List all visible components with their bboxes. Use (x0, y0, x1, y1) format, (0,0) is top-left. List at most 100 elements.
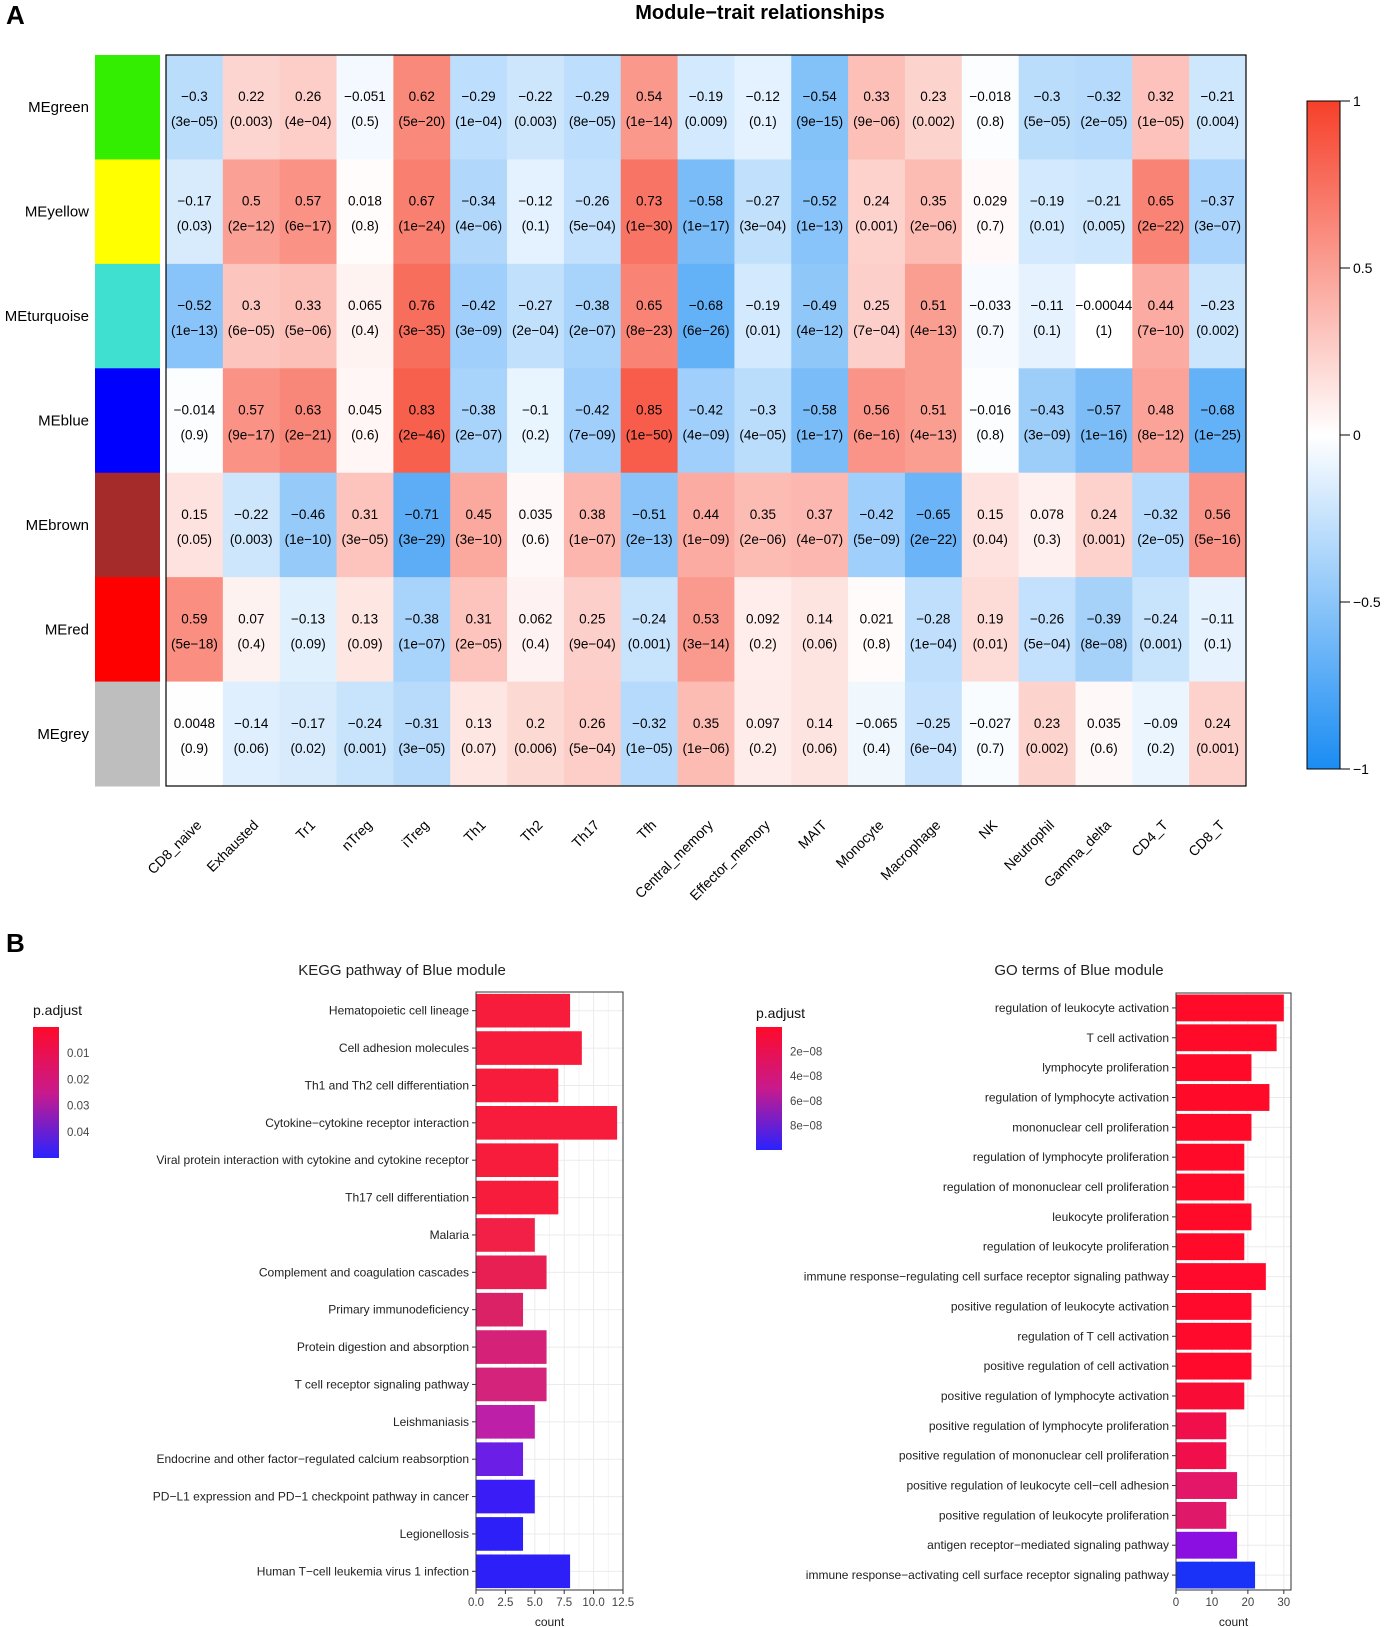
heatmap-cell (563, 55, 622, 160)
bar (1176, 1501, 1227, 1529)
x-tick-label: 10 (1206, 1597, 1219, 1609)
cell-pvalue: (8e−12) (1137, 428, 1184, 443)
cell-correlation: 0.33 (295, 298, 321, 313)
row-label: MEturquoise (5, 308, 89, 325)
heatmap-cell (336, 263, 394, 369)
cell-correlation: 0.53 (693, 611, 719, 626)
cell-pvalue: (6e−26) (683, 323, 730, 338)
cell-pvalue: (0.1) (1033, 323, 1061, 338)
bar-label: Leishmaniasis (393, 1415, 469, 1429)
bar-label: Malaria (430, 1228, 470, 1242)
go-legend: p.adjust 2e−08 4e−08 6e−08 8e−08 (756, 1005, 822, 1150)
cell-pvalue: (0.06) (234, 741, 269, 756)
legend-tick-label: 6e−08 (790, 1096, 822, 1108)
cell-pvalue: (5e−05) (1024, 114, 1071, 129)
cell-pvalue: (1e−30) (626, 219, 673, 234)
x-tick-label: 20 (1241, 1597, 1254, 1609)
cell-pvalue: (1e−17) (796, 428, 843, 443)
row-label: MEred (45, 621, 89, 638)
cell-pvalue: (0.6) (351, 428, 379, 443)
cell-correlation: 0.76 (409, 298, 435, 313)
heatmap-cell (904, 368, 963, 474)
x-tick-label: 12.5 (612, 1597, 634, 1609)
kegg-legend: p.adjust 0.01 0.02 0.03 0.04 (33, 1002, 90, 1158)
x-tick-label: 2.5 (497, 1597, 513, 1609)
kegg-bar-chart: Hematopoietic cell lineage Cell adhesion … (153, 991, 634, 1627)
cell-correlation: −0.57 (1087, 403, 1121, 418)
cell-correlation: −0.58 (689, 194, 723, 209)
cell-correlation: 0.24 (1204, 716, 1231, 731)
cell-pvalue: (4e−07) (796, 532, 843, 547)
cell-correlation: −0.11 (1201, 611, 1234, 626)
cell-pvalue: (0.002) (1026, 741, 1069, 756)
cell-correlation: 0.56 (1204, 507, 1230, 522)
heatmap-cell (961, 159, 1020, 265)
cell-correlation: 0.83 (409, 403, 435, 418)
bar (1176, 1412, 1227, 1440)
bar-label: Th1 and Th2 cell differentiation (305, 1078, 469, 1092)
bar-label: positive regulation of leukocyte cell−ce… (907, 1479, 1170, 1493)
row-label: MEgrey (37, 726, 89, 743)
cell-correlation: 0.24 (863, 194, 890, 209)
cell-pvalue: (0.09) (347, 636, 382, 651)
cell-pvalue: (2e−07) (455, 428, 502, 443)
cell-pvalue: (4e−13) (910, 323, 957, 338)
column-label: Th2 (517, 817, 546, 846)
cell-correlation: −0.00044 (1076, 298, 1133, 313)
heatmap-cell (677, 472, 735, 578)
legend-tick-label: 0.01 (67, 1048, 89, 1060)
cell-correlation: 0.078 (1030, 507, 1064, 522)
bar-label: Human T−cell leukemia virus 1 infection (257, 1564, 469, 1578)
heatmap-colorbar: 1 0.5 0 −0.5 −1 (1306, 93, 1381, 777)
heatmap-cell (791, 368, 849, 474)
cell-correlation: −0.71 (405, 507, 439, 522)
cell-correlation: −0.22 (518, 89, 552, 104)
x-tick-label: 30 (1277, 1597, 1290, 1609)
row-label: MEyellow (25, 204, 89, 221)
cell-pvalue: (0.7) (976, 323, 1004, 338)
heatmap-cell (961, 368, 1020, 474)
bar (476, 1218, 535, 1252)
row-color-swatch (95, 263, 160, 369)
cell-correlation: 0.65 (636, 298, 662, 313)
heatmap-cell (904, 159, 963, 265)
cell-pvalue: (3e−35) (398, 323, 445, 338)
heatmap-cell (620, 368, 679, 474)
cell-pvalue: (0.01) (973, 636, 1008, 651)
heatmap-cell (507, 368, 565, 474)
cell-correlation: −0.29 (462, 89, 496, 104)
cell-correlation: 0.13 (465, 716, 491, 731)
row-color-swatch (95, 368, 160, 474)
heatmap-cell (677, 263, 735, 369)
bar (1176, 1143, 1245, 1171)
x-tick-label: 0.0 (468, 1597, 484, 1609)
heatmap-cell (791, 472, 849, 578)
cell-pvalue: (0.009) (685, 114, 728, 129)
legend-tick-label: 8e−08 (790, 1120, 822, 1132)
bar-label: positive regulation of leukocyte prolife… (939, 1508, 1169, 1522)
cell-correlation: 0.24 (1091, 507, 1118, 522)
cell-pvalue: (2e−07) (569, 323, 616, 338)
heatmap-cell (734, 263, 792, 369)
cell-pvalue: (9e−06) (853, 114, 900, 129)
heatmap-cell (563, 577, 622, 683)
cell-pvalue: (4e−06) (455, 219, 502, 234)
row-color-swatch (95, 681, 160, 787)
bar-label: regulation of lymphocyte proliferation (973, 1150, 1169, 1164)
cell-correlation: −0.018 (969, 89, 1011, 104)
heatmap-cell (620, 681, 679, 787)
plot-border (475, 991, 624, 1591)
column-label: NK (975, 816, 1001, 842)
heatmap-cell (279, 577, 338, 683)
cell-correlation: −0.42 (575, 403, 609, 418)
cell-correlation: 0.23 (920, 89, 946, 104)
heatmap-cell (1132, 159, 1190, 265)
bar (1176, 994, 1284, 1022)
cell-correlation: 0.25 (863, 298, 889, 313)
cell-correlation: 0.26 (295, 89, 321, 104)
cell-correlation: −0.23 (1200, 298, 1234, 313)
x-tick-label: 7.5 (556, 1597, 572, 1609)
cell-correlation: 0.23 (1034, 716, 1060, 731)
heatmap-cell (1132, 472, 1190, 578)
cell-pvalue: (0.8) (351, 219, 379, 234)
